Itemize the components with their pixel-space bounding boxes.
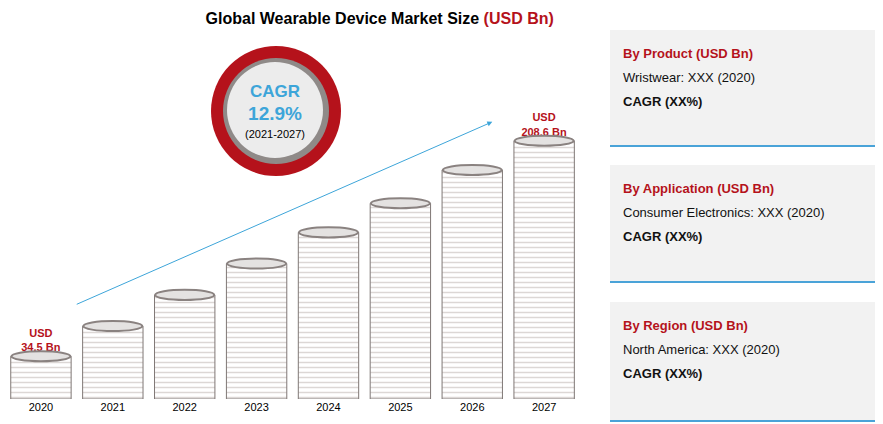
html-text:Consumer Electronics: XXX (202: Consumer Electronics: XXX (2020) — [623, 205, 825, 220]
svg-text:2025: 2025 — [388, 401, 412, 413]
html-text:North America: XXX (2020): North America: XXX (2020) — [623, 342, 780, 357]
svg-text:2021: 2021 — [101, 401, 125, 413]
svg-text:2024: 2024 — [316, 401, 340, 413]
html-text:CAGR (XX%): CAGR (XX%) — [623, 366, 703, 381]
html-text:By Product (USD Bn): By Product (USD Bn) — [623, 46, 753, 61]
svg-text:2026: 2026 — [460, 401, 484, 413]
html-text:12.9%: 12.9% — [248, 103, 302, 124]
svg-text:2027: 2027 — [532, 401, 556, 413]
html-text:Wristwear: XXX (2020): Wristwear: XXX (2020) — [623, 70, 755, 85]
svg-text:2020: 2020 — [29, 401, 53, 413]
html-text:By Region (USD Bn): By Region (USD Bn) — [623, 318, 748, 333]
html-text:CAGR (XX%): CAGR (XX%) — [623, 229, 703, 244]
svg-text:Global Wearable Device Market: Global Wearable Device Market Size (USD … — [206, 10, 554, 27]
html-text:By Application (USD Bn): By Application (USD Bn) — [623, 181, 775, 196]
svg-text:2023: 2023 — [244, 401, 268, 413]
html-text:CAGR (XX%): CAGR (XX%) — [623, 94, 703, 109]
svg-text:USD208.6 Bn: USD208.6 Bn — [521, 111, 567, 137]
svg-text:USD34.5 Bn: USD34.5 Bn — [21, 327, 60, 353]
svg-text:2022: 2022 — [172, 401, 196, 413]
html-text:CAGR: CAGR — [250, 82, 300, 101]
html-text:(2021-2027): (2021-2027) — [245, 128, 305, 140]
